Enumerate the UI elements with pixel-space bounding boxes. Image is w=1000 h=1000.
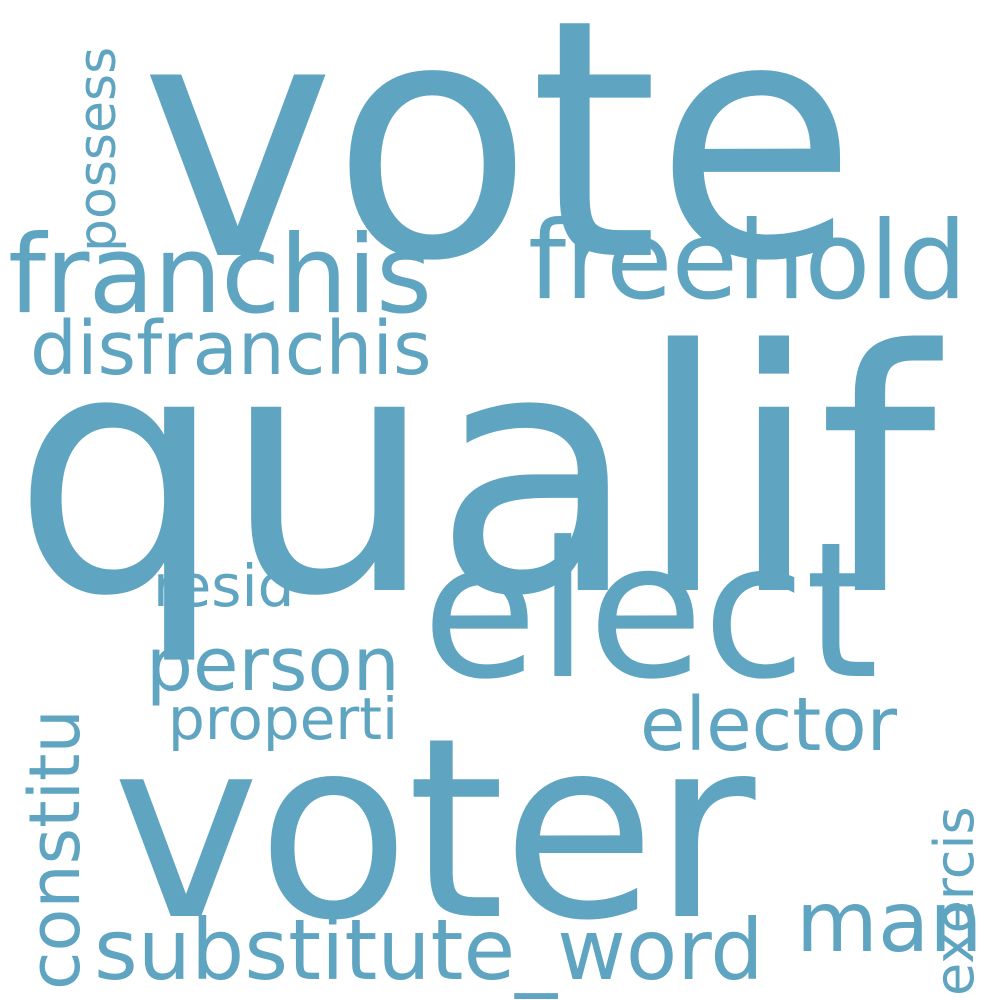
word-properti: properti — [168, 685, 399, 753]
word-possess: possess — [68, 46, 128, 252]
word-substitute-word: substitute_word — [94, 901, 764, 999]
word-voter: voter — [112, 684, 756, 975]
word-elector: elector — [640, 682, 898, 768]
word-disfranchis: disfranchis — [30, 306, 432, 392]
word-franchis: franchis — [8, 213, 432, 338]
word-exercis: exercis — [923, 806, 986, 996]
word-freehold: freehold — [528, 199, 967, 324]
word-elect: elect — [422, 502, 879, 721]
word-qualif: qualif — [12, 280, 936, 670]
word-man: man — [796, 873, 983, 971]
word-vote: vote — [140, 0, 858, 333]
word-resid: resid — [153, 552, 295, 620]
word-person: person — [146, 622, 400, 708]
word-constitu: constitu — [14, 709, 96, 990]
